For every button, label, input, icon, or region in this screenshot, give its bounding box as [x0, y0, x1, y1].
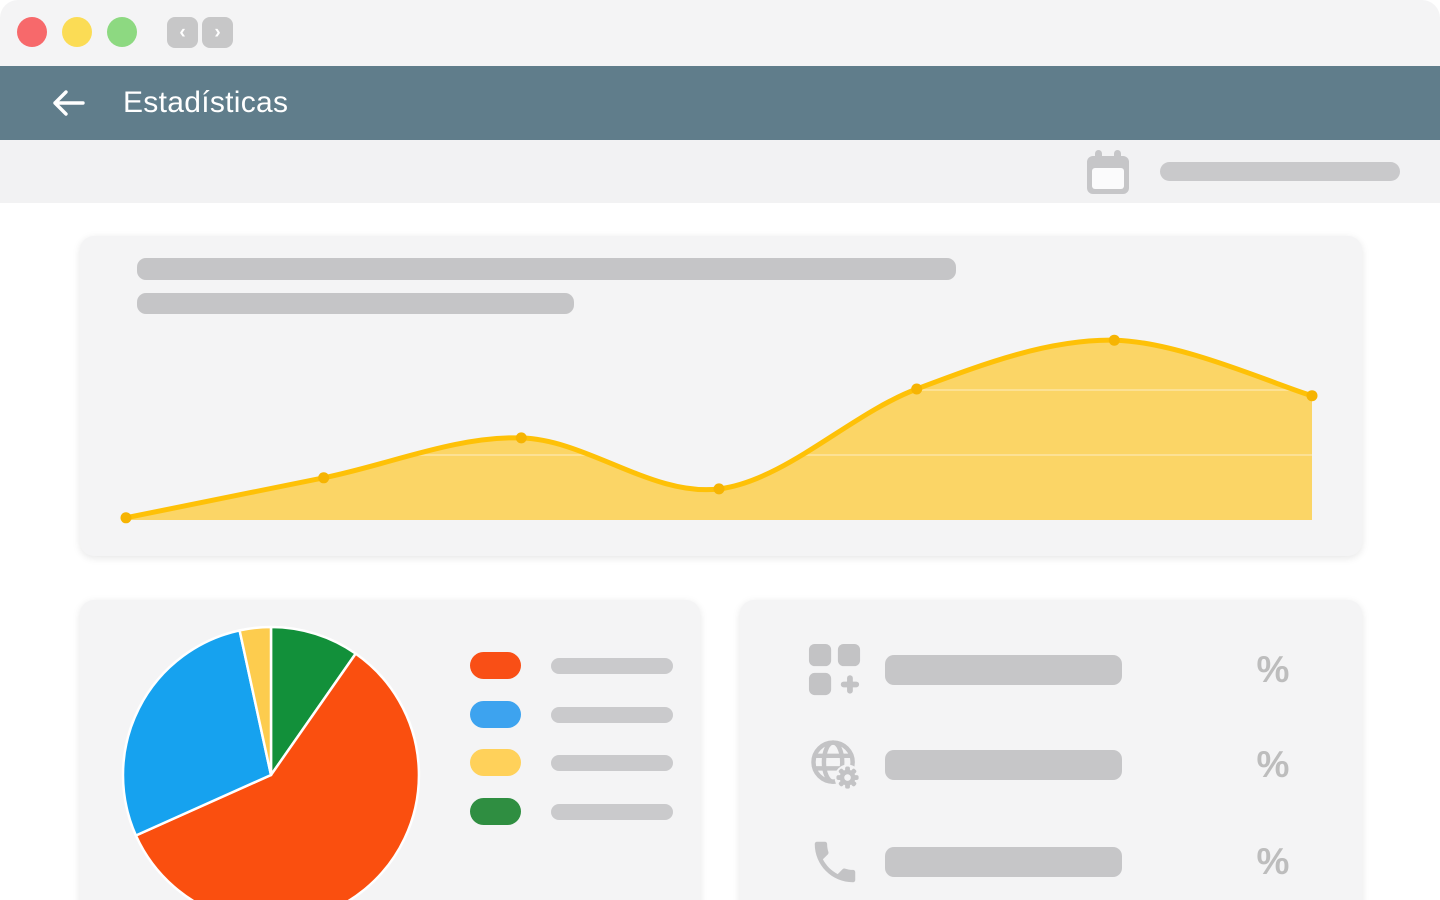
globe-settings-icon: [811, 740, 861, 791]
legend-label-placeholder: [551, 707, 673, 723]
legend-label-placeholder: [551, 658, 673, 674]
stat-label-placeholder: [885, 655, 1122, 685]
legend-label-placeholder: [551, 755, 673, 771]
stat-label-placeholder: [885, 847, 1122, 877]
legend-item: [470, 749, 690, 776]
date-range-placeholder[interactable]: [1160, 162, 1400, 181]
chart-subtitle-placeholder: [137, 293, 574, 314]
trend-chart-card: [80, 236, 1362, 556]
apps-add-icon: [808, 643, 861, 696]
calendar-icon[interactable]: [1087, 150, 1129, 194]
back-arrow-icon[interactable]: [50, 88, 86, 118]
stat-row: %: [808, 642, 1348, 698]
minimize-window-button[interactable]: [62, 17, 92, 47]
legend-item: [470, 701, 690, 728]
window-titlebar: ‹ ›: [0, 0, 1440, 66]
chart-title-placeholder: [137, 258, 956, 280]
stats-list-card: %: [740, 600, 1362, 900]
chevron-right-icon: ›: [214, 22, 221, 43]
app-header: Estadísticas: [0, 66, 1440, 140]
history-forward-button[interactable]: ›: [202, 17, 233, 48]
legend-swatch-orange: [470, 652, 521, 679]
area-chart: [120, 334, 1318, 524]
legend-swatch-blue: [470, 701, 521, 728]
legend-item: [470, 798, 690, 825]
stat-label-placeholder: [885, 750, 1122, 780]
page-title: Estadísticas: [123, 86, 289, 119]
zoom-window-button[interactable]: [107, 17, 137, 47]
pie-chart: [121, 625, 421, 900]
chevron-left-icon: ‹: [179, 22, 186, 43]
legend-label-placeholder: [551, 804, 673, 820]
percent-symbol: %: [1256, 649, 1290, 690]
pie-chart-card: [80, 600, 700, 900]
legend-item: [470, 652, 690, 679]
history-back-button[interactable]: ‹: [167, 17, 198, 48]
legend-swatch-yellow: [470, 749, 521, 776]
phone-icon: [814, 841, 856, 883]
filter-toolbar: [0, 140, 1440, 203]
stat-row: %: [808, 737, 1348, 793]
close-window-button[interactable]: [17, 17, 47, 47]
percent-symbol: %: [1256, 841, 1290, 882]
legend-swatch-green: [470, 798, 521, 825]
stat-row: %: [808, 834, 1348, 890]
percent-symbol: %: [1256, 744, 1290, 785]
